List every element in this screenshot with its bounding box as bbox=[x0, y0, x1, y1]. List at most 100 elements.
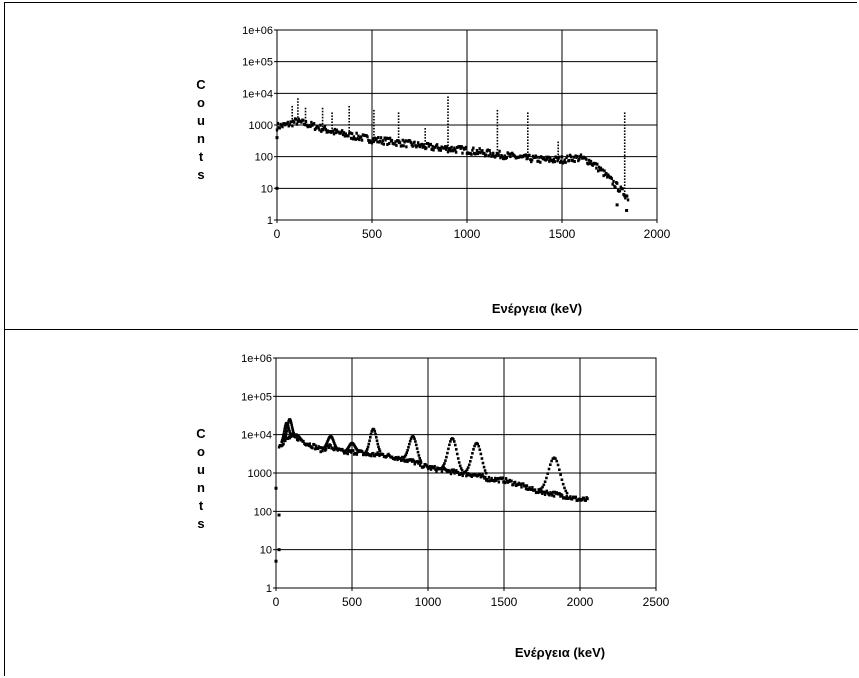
peak-point bbox=[496, 136, 499, 139]
peak-point bbox=[473, 444, 476, 448]
peak-point bbox=[283, 436, 287, 439]
peak-point bbox=[284, 432, 288, 435]
peak-point bbox=[560, 478, 564, 482]
data-point bbox=[460, 145, 463, 149]
peak-point bbox=[369, 432, 373, 436]
data-point bbox=[524, 153, 528, 157]
data-point bbox=[417, 143, 421, 147]
data-point bbox=[373, 136, 376, 140]
x-tick-label: 2000 bbox=[567, 595, 594, 609]
peak-point bbox=[550, 459, 553, 463]
data-point bbox=[314, 444, 318, 448]
data-point bbox=[334, 131, 338, 135]
x-tick-label: 1000 bbox=[415, 595, 442, 609]
data-point bbox=[564, 160, 567, 164]
peak-point bbox=[290, 423, 293, 427]
peak-point bbox=[453, 443, 457, 447]
data-point bbox=[621, 187, 624, 191]
data-point bbox=[522, 482, 525, 486]
peak-point bbox=[291, 114, 293, 117]
data-point bbox=[558, 155, 561, 159]
peak-point bbox=[373, 109, 375, 112]
data-point bbox=[435, 469, 438, 473]
data-point bbox=[282, 442, 285, 446]
data-point bbox=[400, 144, 404, 148]
data-point bbox=[312, 122, 316, 126]
y-axis-label-letter: u bbox=[197, 113, 205, 128]
peak-point bbox=[297, 101, 299, 103]
peak-point bbox=[297, 98, 299, 100]
data-point bbox=[383, 136, 386, 140]
data-point bbox=[439, 148, 442, 152]
data-point bbox=[292, 120, 296, 124]
peak-point bbox=[331, 127, 333, 129]
peak-point bbox=[280, 439, 284, 442]
peak-point bbox=[357, 450, 361, 453]
data-point bbox=[595, 166, 598, 170]
peak-point bbox=[565, 491, 569, 495]
peak-point bbox=[424, 131, 426, 133]
peak-point bbox=[548, 463, 552, 466]
data-point bbox=[486, 148, 490, 152]
data-point bbox=[354, 137, 357, 141]
peak-point bbox=[299, 437, 302, 441]
peak-point bbox=[403, 454, 407, 458]
data-point bbox=[568, 153, 572, 157]
data-point bbox=[440, 470, 444, 474]
data-point bbox=[350, 132, 354, 136]
data-point bbox=[432, 148, 435, 152]
data-point bbox=[347, 134, 350, 138]
peak-point bbox=[304, 113, 307, 116]
peak-point bbox=[333, 443, 337, 447]
data-point bbox=[430, 147, 433, 151]
peak-point bbox=[282, 430, 286, 433]
peak-point bbox=[283, 437, 287, 441]
data-point bbox=[317, 126, 320, 130]
peak-point bbox=[286, 424, 289, 427]
peak-point bbox=[331, 118, 333, 120]
peak-point bbox=[321, 116, 324, 119]
data-point bbox=[285, 122, 289, 126]
peak-point bbox=[397, 124, 400, 126]
data-point bbox=[409, 458, 413, 462]
peak-point bbox=[481, 461, 485, 465]
data-point bbox=[355, 131, 358, 135]
data-point bbox=[416, 144, 419, 148]
peak-point bbox=[419, 459, 422, 462]
data-point bbox=[355, 452, 359, 456]
data-point bbox=[588, 161, 592, 165]
peak-point bbox=[623, 169, 626, 171]
y-axis-label-letter: t bbox=[199, 498, 204, 513]
peak-point bbox=[373, 115, 375, 118]
data-point bbox=[486, 479, 490, 483]
peak-point bbox=[304, 122, 307, 125]
data-point bbox=[573, 159, 576, 163]
peak-point bbox=[527, 154, 529, 156]
peak-point bbox=[331, 437, 334, 440]
peak-point bbox=[623, 118, 626, 120]
data-point bbox=[525, 484, 529, 488]
peak-point bbox=[321, 119, 324, 122]
peak-point bbox=[471, 451, 474, 455]
data-point bbox=[519, 482, 522, 486]
peak-point bbox=[557, 159, 559, 162]
data-point bbox=[323, 124, 327, 128]
table-frame: 1 10 100 1000 1e+04 1e+05 1e+06 0 500 1000 1500 200… bbox=[4, 2, 858, 676]
data-point bbox=[603, 169, 606, 173]
data-point bbox=[302, 439, 305, 443]
peak-point bbox=[291, 111, 293, 114]
data-point bbox=[303, 123, 307, 127]
peak-point bbox=[333, 442, 336, 445]
peak-point bbox=[447, 120, 449, 123]
peak-point bbox=[456, 457, 460, 460]
data-point bbox=[481, 473, 484, 477]
y-axis-label-letter: s bbox=[197, 167, 204, 182]
data-point bbox=[445, 468, 448, 472]
peak-point bbox=[281, 435, 285, 438]
data-point bbox=[357, 134, 360, 138]
peak-point bbox=[368, 439, 371, 443]
data-point bbox=[448, 146, 452, 150]
peak-point bbox=[527, 151, 529, 153]
data-point bbox=[470, 152, 473, 156]
data-point bbox=[449, 472, 453, 476]
